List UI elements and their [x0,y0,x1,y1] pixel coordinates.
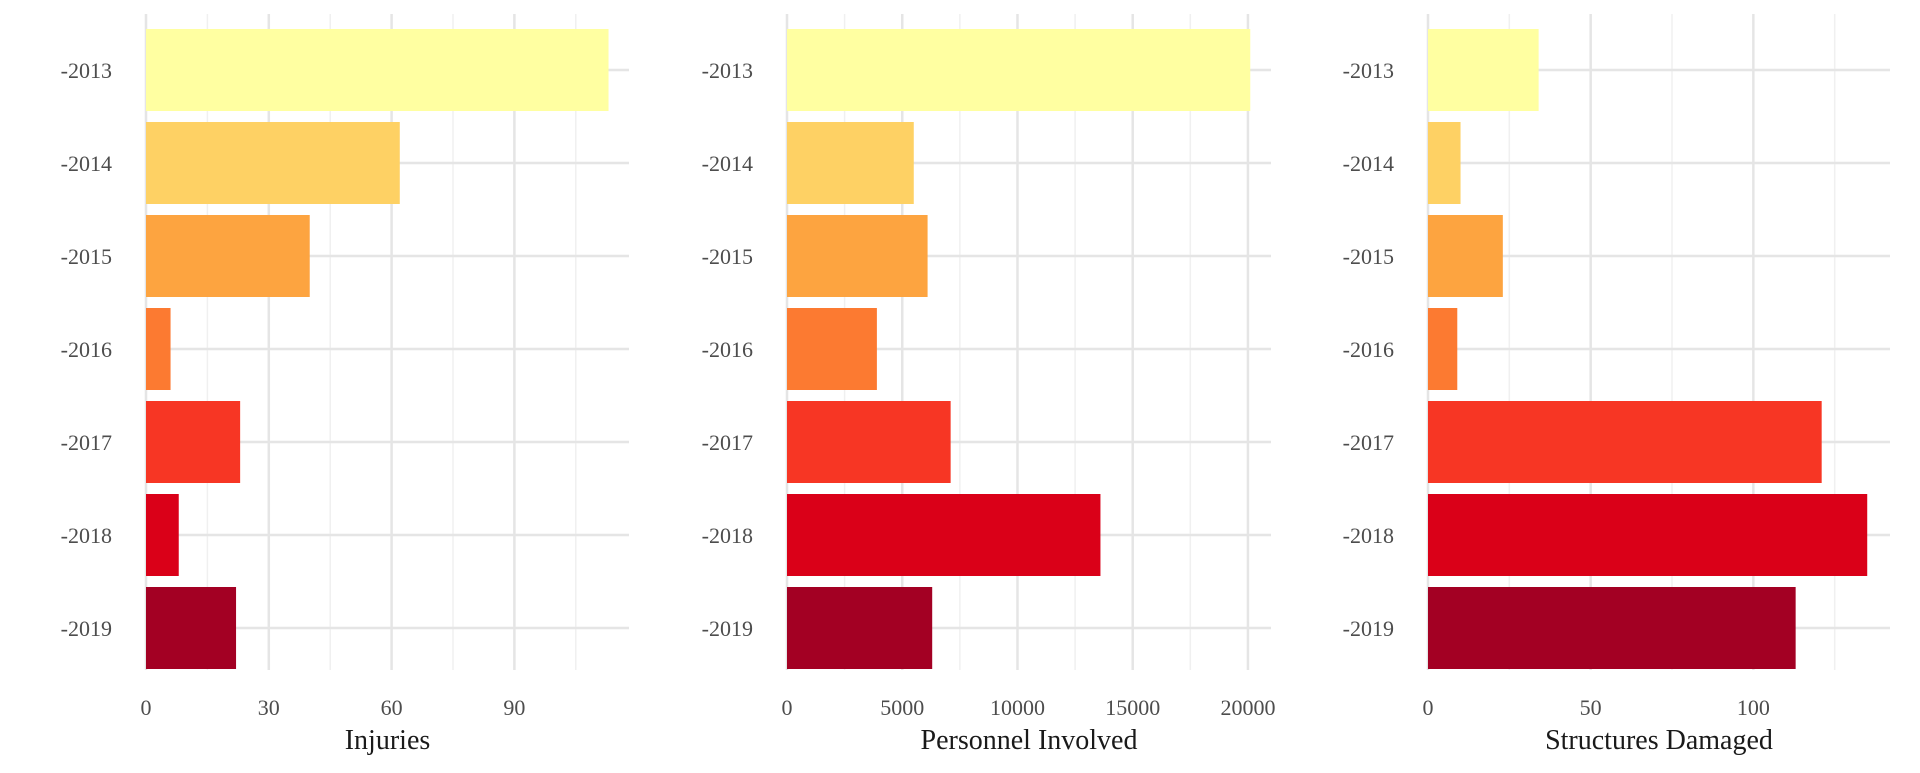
x-tick-label: 0 [782,695,793,720]
y-tick-label: -2017 [702,430,753,455]
bar-2013 [146,29,609,111]
bar-2013 [787,29,1251,111]
x-tick-label: 30 [258,695,280,720]
bar-2013 [1428,29,1539,111]
y-tick-label: -2014 [61,151,112,176]
bar-2016 [787,308,877,390]
x-tick-label: 15000 [1105,695,1160,720]
bar-2018 [146,494,179,576]
y-tick-label: -2016 [1343,337,1394,362]
x-tick-label: 90 [503,695,525,720]
y-tick-label: -2018 [61,523,112,548]
x-tick-label: 0 [141,695,152,720]
bar-2017 [146,401,241,483]
bar-2019 [787,587,933,669]
y-tick-label: -2015 [61,244,112,269]
y-tick-label: -2015 [1343,244,1394,269]
y-tick-label: -2019 [1343,616,1394,641]
bar-2017 [1428,401,1822,483]
y-tick-label: -2013 [61,58,112,83]
y-tick-label: -2018 [702,523,753,548]
y-tick-label: -2018 [1343,523,1394,548]
bar-2015 [787,215,928,297]
bar-2015 [1428,215,1503,297]
y-tick-label: -2014 [1343,151,1394,176]
x-axis-title: Personnel Involved [921,725,1138,756]
bar-2018 [787,494,1101,576]
y-tick-label: -2017 [1343,430,1394,455]
y-tick-label: -2016 [702,337,753,362]
x-tick-label: 60 [381,695,403,720]
bar-2014 [146,122,400,204]
y-tick-label: -2017 [61,430,112,455]
bar-2016 [1428,308,1458,390]
chart-panel-3: -2013 -2014 -2015 -2016 -2017 -2018 -2019 0 50 10… [1343,14,1890,756]
bar-2019 [146,587,237,669]
bar-2014 [1428,122,1461,204]
bar-2015 [146,215,310,297]
y-tick-label: -2019 [702,616,753,641]
y-tick-label: -2016 [61,337,112,362]
bar-2019 [1428,587,1796,669]
x-tick-label: 5000 [880,695,924,720]
x-tick-label: 0 [1423,695,1434,720]
bar-2017 [787,401,951,483]
bar-2014 [787,122,914,204]
y-tick-label: -2013 [1343,58,1394,83]
chart-panel-1: -2013 -2014 -2015 -2016 -2017 -2018 -2019 0 30 60… [61,14,629,756]
x-tick-label: 10000 [990,695,1045,720]
y-tick-label: -2019 [61,616,112,641]
x-tick-label: 100 [1737,695,1770,720]
y-tick-label: -2013 [702,58,753,83]
bar-2016 [146,308,171,390]
x-axis-title: Injuries [345,725,431,756]
y-tick-label: -2014 [702,151,753,176]
x-axis-title: Structures Damaged [1545,725,1773,756]
chart-panel-2: -2013 -2014 -2015 -2016 -2017 -2018 -2019 0 5000… [702,14,1275,756]
bar-2018 [1428,494,1868,576]
x-tick-label: 50 [1580,695,1602,720]
y-tick-label: -2015 [702,244,753,269]
x-tick-label: 20000 [1220,695,1275,720]
